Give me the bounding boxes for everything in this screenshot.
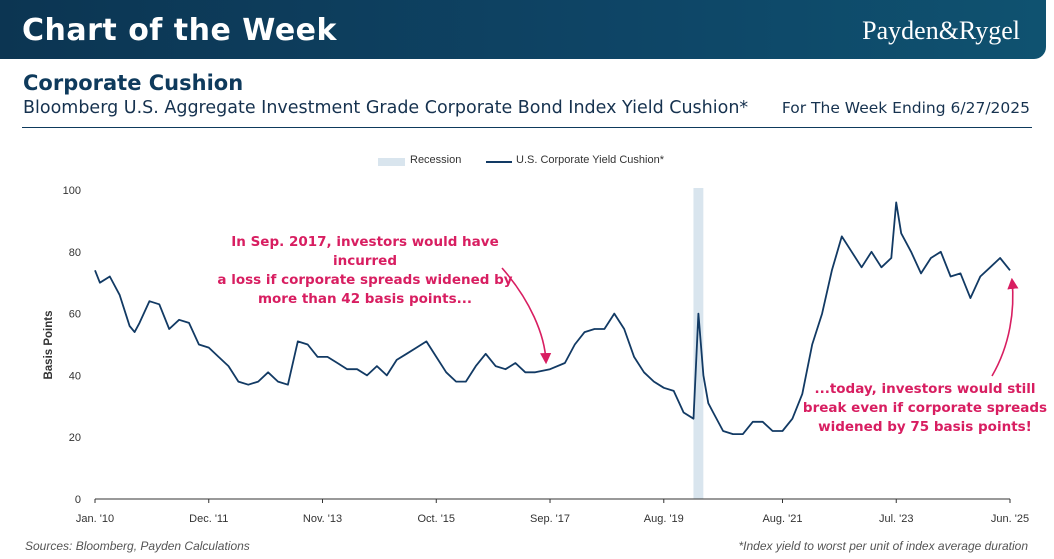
week-ending-label: For The Week Ending 6/27/2025 — [781, 99, 1030, 117]
y-axis-label: Basis Points — [43, 310, 55, 379]
x-tick-label: Dec. '11 — [189, 513, 228, 525]
header-banner: Chart of the Week Payden&Rygel — [0, 0, 1046, 59]
x-tick-label: Jan. '10 — [76, 513, 114, 525]
x-tick-label: Oct. '15 — [417, 513, 455, 525]
x-tick-label: Aug. '21 — [762, 513, 802, 525]
y-tick-label: 80 — [69, 247, 81, 259]
x-tick-label: Aug. '19 — [644, 513, 684, 525]
annotation-line: more than 42 basis points... — [257, 291, 473, 307]
annotation-line: break even if corporate spreads — [802, 400, 1048, 416]
y-tick-label: 60 — [69, 309, 81, 321]
y-tick-label: 0 — [75, 494, 81, 506]
source-note: Sources: Bloomberg, Payden Calculations — [25, 539, 250, 553]
banner-title: Chart of the Week — [22, 13, 337, 48]
annotation-sep-2017: In Sep. 2017, investors would have incur… — [200, 233, 530, 309]
legend-recession-label: Recession — [410, 154, 462, 166]
annotation-today: ...today, investors would still break ev… — [800, 380, 1050, 437]
legend-series-label: U.S. Corporate Yield Cushion* — [516, 154, 664, 166]
annotation-line: a loss if corporate spreads widened by — [217, 272, 513, 288]
legend-recession-swatch — [378, 158, 405, 166]
x-tick-label: Sep. '17 — [530, 513, 570, 525]
brand-logo: Payden&Rygel — [862, 16, 1020, 45]
chart-subtitle: Corporate Cushion — [23, 71, 244, 95]
footnote: *Index yield to worst per unit of index … — [738, 539, 1028, 553]
annotation-line: In Sep. 2017, investors would have incur… — [231, 234, 499, 269]
series-line-yield-cushion — [94, 201, 1011, 435]
legend-series-swatch — [486, 161, 512, 163]
chart-description: Bloomberg U.S. Aggregate Investment Grad… — [23, 98, 749, 118]
annotation-line: widened by 75 basis points! — [818, 419, 1032, 435]
annotation-line: ...today, investors would still — [814, 381, 1036, 397]
annotation-arrow-right — [991, 277, 1019, 377]
x-tick-label: Jun. '25 — [991, 513, 1029, 525]
x-tick-label: Nov. '13 — [303, 513, 342, 525]
x-tick-label: Jul. '23 — [879, 513, 914, 525]
recession-band — [693, 188, 704, 499]
y-tick-label: 100 — [63, 185, 81, 197]
annotation-arrow-left — [501, 267, 552, 365]
y-tick-label: 40 — [69, 370, 81, 382]
y-tick-label: 20 — [69, 432, 81, 444]
header-divider — [22, 127, 1032, 128]
